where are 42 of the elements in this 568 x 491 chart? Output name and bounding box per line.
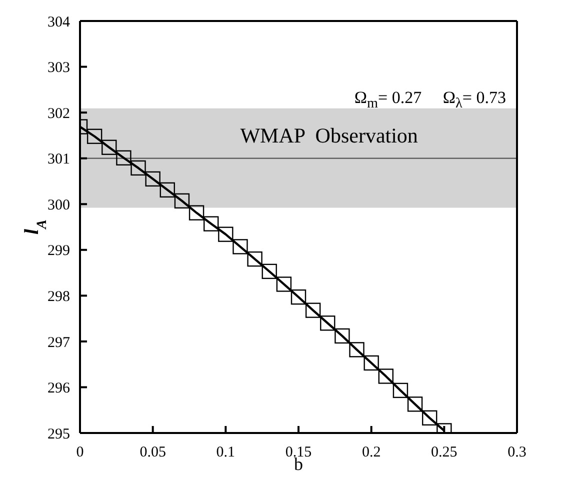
y-tick-label: 303 (48, 60, 70, 76)
point (188, 205, 204, 220)
point (349, 342, 364, 358)
point (262, 264, 277, 280)
y-tick-label: 297 (48, 334, 70, 351)
point (364, 355, 379, 371)
y-tick-label: 295 (48, 426, 70, 442)
x-tick-label: 0.25 (431, 444, 458, 461)
y-tick-label: 298 (48, 288, 70, 305)
point (204, 216, 219, 232)
y-tick-label: 299 (48, 243, 70, 260)
x-tick-label: 0.2 (362, 444, 381, 461)
point (130, 160, 146, 176)
point (174, 193, 190, 209)
point (290, 289, 306, 305)
y-tick-label: 296 (48, 380, 70, 397)
point (102, 140, 117, 155)
annotation: Ω$_{m}$= 0.27 Ω$_{λ}$= 0.73 (354, 88, 506, 112)
x-tick-label: 0.05 (140, 444, 166, 461)
band-label: WMAP Observation (240, 123, 418, 148)
y-tick-label: 304 (48, 14, 70, 30)
point (320, 316, 336, 331)
point (160, 182, 175, 198)
x-tick-label: 0.1 (216, 444, 236, 461)
point (145, 171, 160, 187)
y-tick-label: 301 (48, 152, 70, 168)
point (305, 302, 321, 318)
point (334, 328, 350, 344)
point (247, 251, 262, 267)
y-tick-label: 300 (48, 197, 70, 214)
y-tick-label: 302 (48, 106, 70, 122)
point (232, 239, 248, 254)
x-tick-label: 0.3 (508, 444, 526, 461)
point (116, 150, 132, 166)
point (86, 128, 102, 144)
point (276, 276, 292, 292)
x-tick-label: 0 (76, 444, 84, 461)
point (378, 368, 394, 384)
point (422, 410, 438, 426)
point (392, 382, 408, 398)
point (407, 396, 423, 412)
point (218, 226, 234, 242)
